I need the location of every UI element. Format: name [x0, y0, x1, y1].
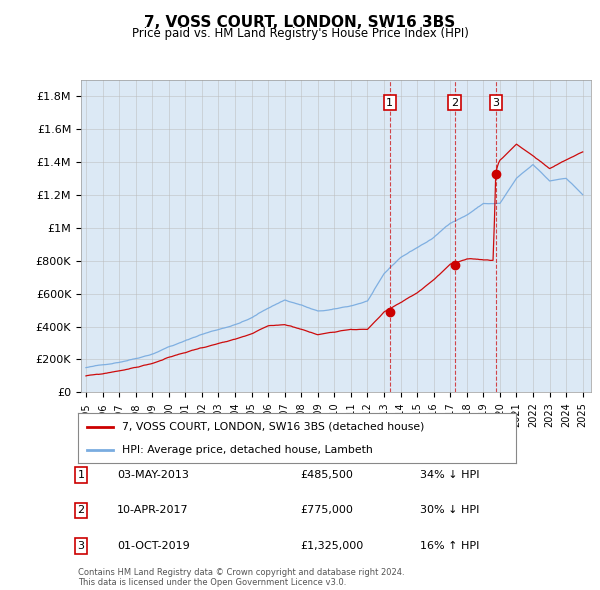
Text: Contains HM Land Registry data © Crown copyright and database right 2024.
This d: Contains HM Land Registry data © Crown c… [78, 568, 404, 587]
Text: £775,000: £775,000 [300, 506, 353, 515]
Bar [390, 80, 496, 392]
Text: 34% ↓ HPI: 34% ↓ HPI [420, 470, 479, 480]
Text: 01-OCT-2019: 01-OCT-2019 [117, 541, 190, 550]
Text: 7, VOSS COURT, LONDON, SW16 3BS (detached house): 7, VOSS COURT, LONDON, SW16 3BS (detache… [122, 421, 424, 431]
Text: 10-APR-2017: 10-APR-2017 [117, 506, 188, 515]
Text: Price paid vs. HM Land Registry's House Price Index (HPI): Price paid vs. HM Land Registry's House … [131, 27, 469, 40]
Text: HPI: Average price, detached house, Lambeth: HPI: Average price, detached house, Lamb… [122, 445, 373, 455]
Text: 30% ↓ HPI: 30% ↓ HPI [420, 506, 479, 515]
Text: 7, VOSS COURT, LONDON, SW16 3BS: 7, VOSS COURT, LONDON, SW16 3BS [145, 15, 455, 30]
Text: 16% ↑ HPI: 16% ↑ HPI [420, 541, 479, 550]
Text: 1: 1 [77, 470, 85, 480]
Text: 3: 3 [77, 541, 85, 550]
Text: 2: 2 [77, 506, 85, 515]
Text: £1,325,000: £1,325,000 [300, 541, 363, 550]
Text: 3: 3 [492, 98, 499, 108]
Text: 03-MAY-2013: 03-MAY-2013 [117, 470, 189, 480]
Text: £485,500: £485,500 [300, 470, 353, 480]
Text: 2: 2 [451, 98, 458, 108]
Text: 1: 1 [386, 98, 394, 108]
